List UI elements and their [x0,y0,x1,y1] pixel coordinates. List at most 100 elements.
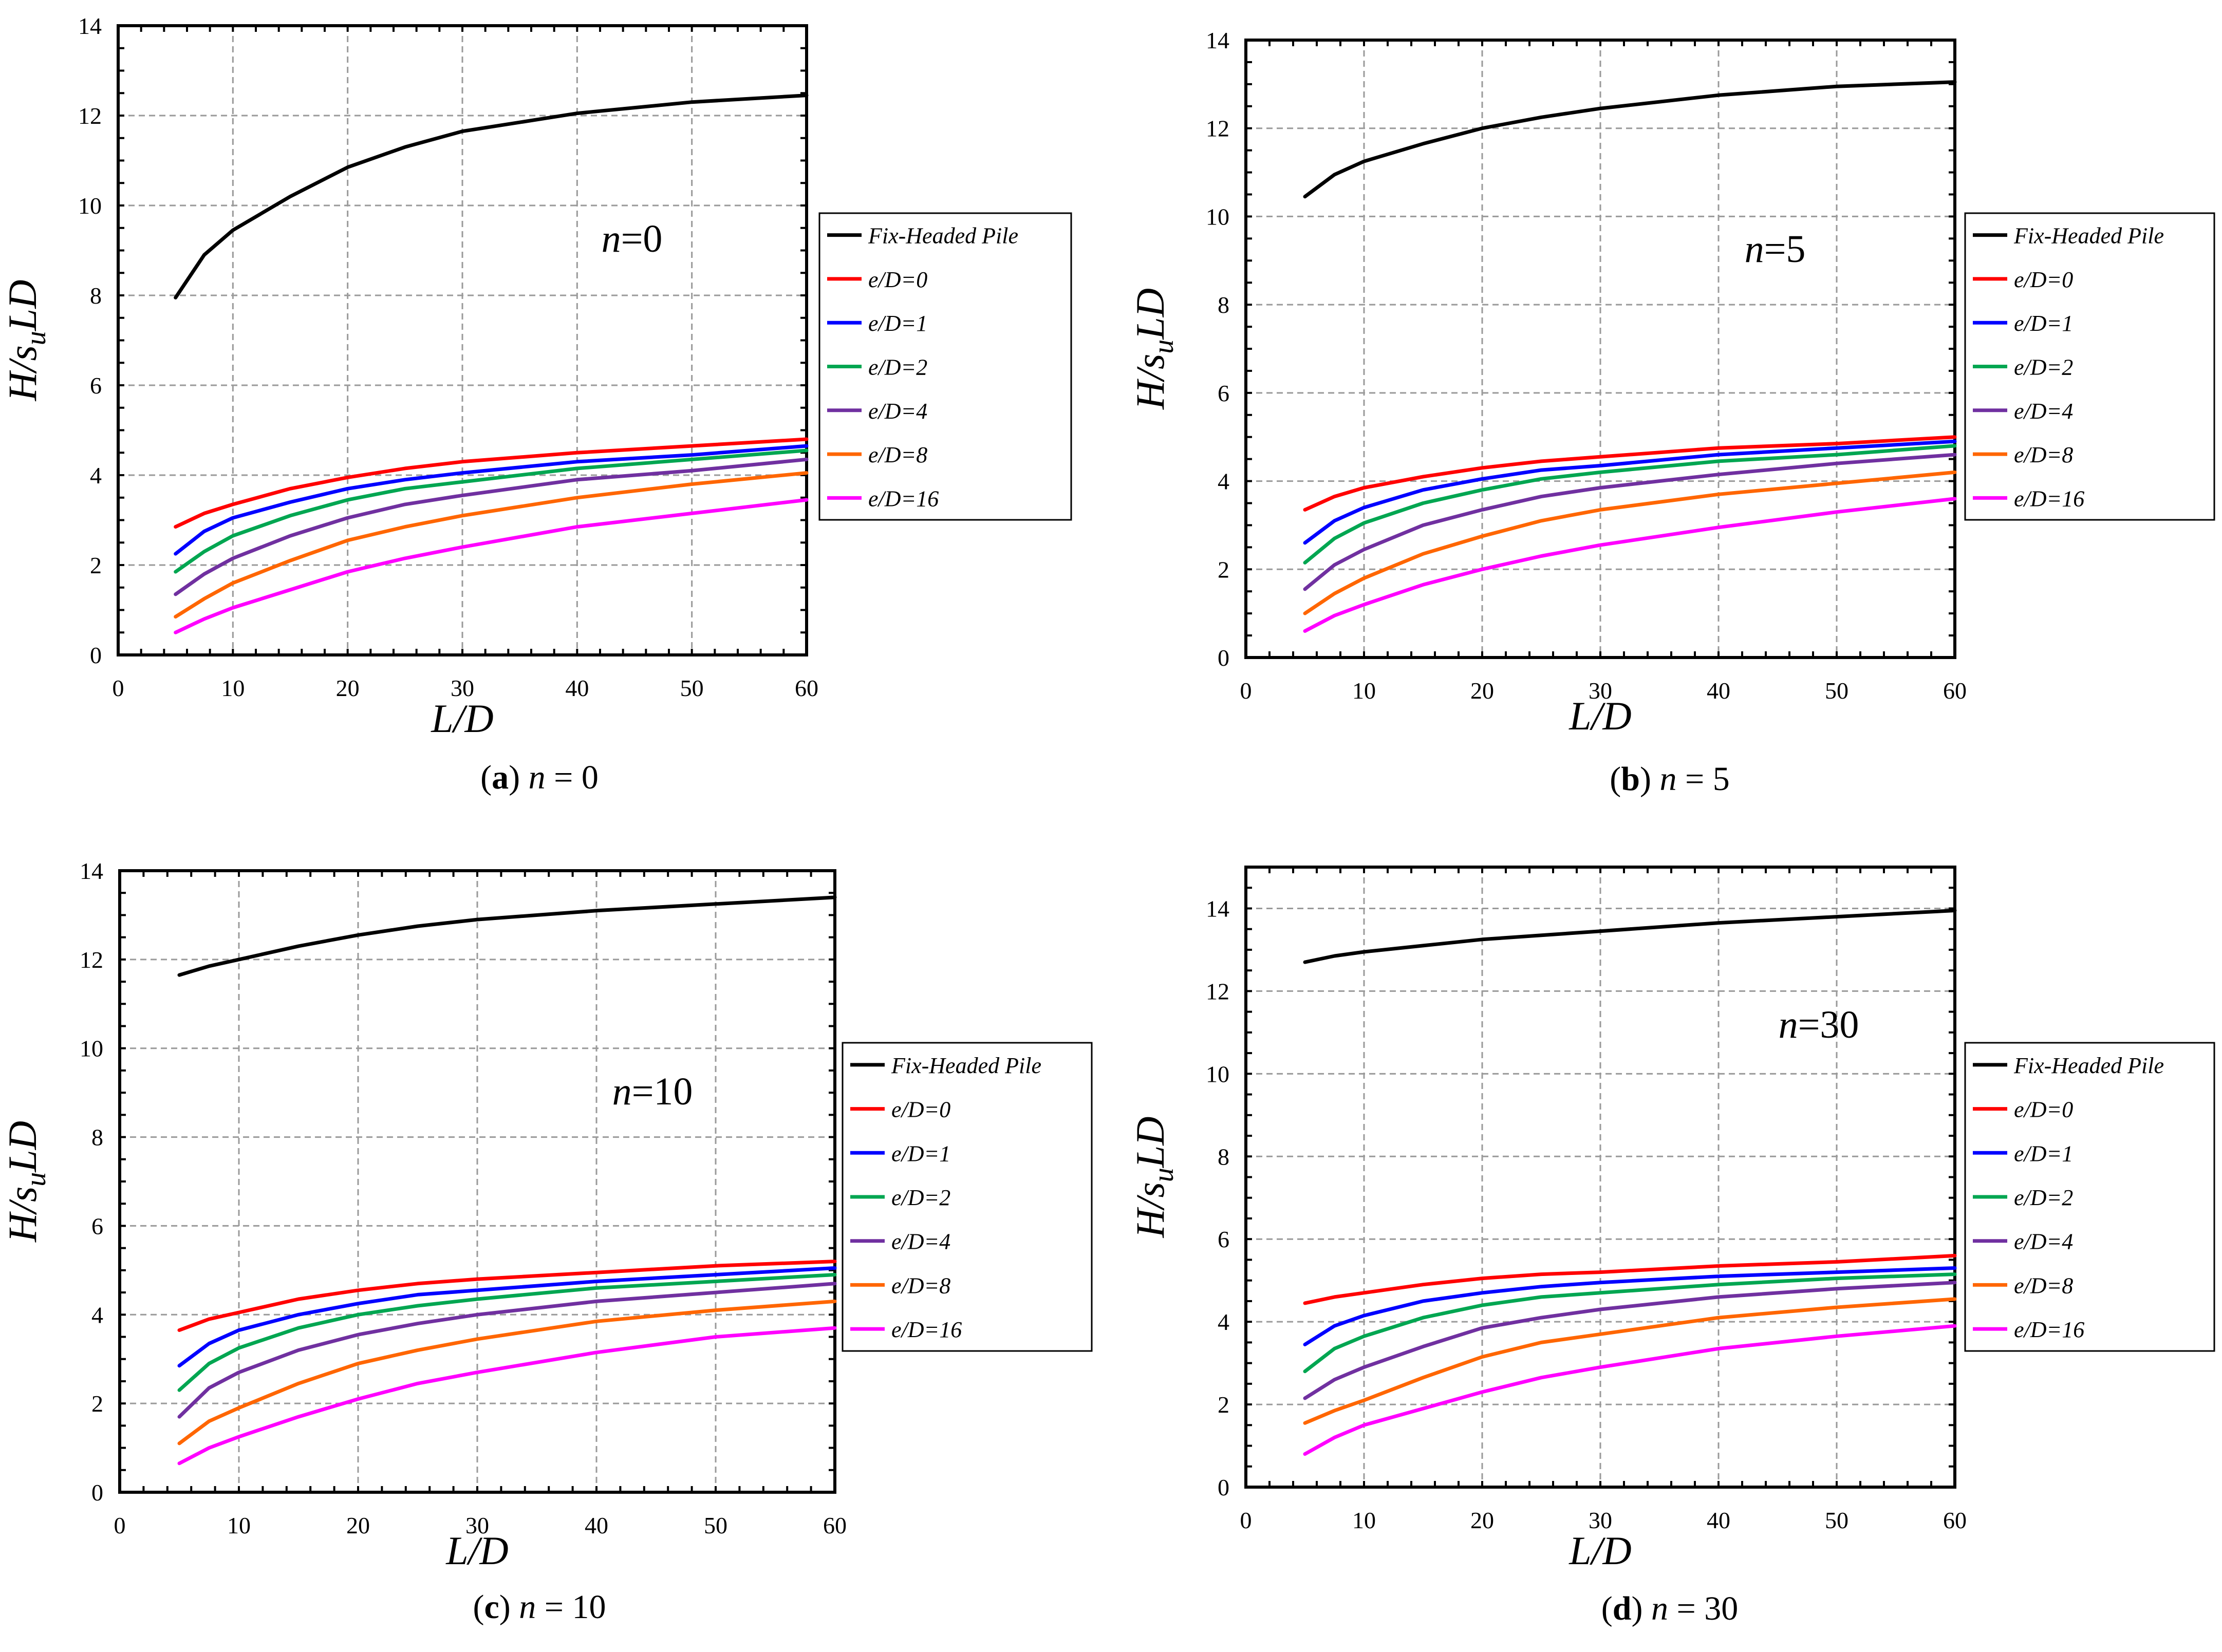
x-tick-label: 10 [1352,678,1376,704]
series-line [174,471,809,619]
y-axis-label: H/suLD [1128,1116,1180,1238]
legend-entry: e/D=1 [2014,311,2073,336]
y-tick-label: 8 [91,1124,103,1151]
y-tick-label: 10 [1206,1061,1229,1087]
x-tick-label: 20 [336,675,360,701]
y-tick-label: 6 [90,372,102,399]
y-tick-label: 4 [1218,468,1229,495]
legend-entry: e/D=16 [2014,1317,2084,1342]
legend-entry: e/D=0 [891,1097,950,1122]
legend-entry: e/D=4 [868,399,927,424]
x-tick-label: 60 [1943,1507,1967,1533]
n-annotation: n=10 [612,1070,693,1113]
series-line [1303,80,1957,199]
legend-entry: Fix-Headed Pile [2013,223,2164,249]
series-line [1303,1253,1957,1305]
x-tick-label: 40 [1707,678,1730,704]
y-tick-label: 0 [1218,645,1229,671]
y-tick-label: 6 [1218,380,1229,406]
y-tick-label: 6 [91,1213,103,1239]
series-line [174,437,809,529]
y-tick-label: 12 [80,947,103,973]
n-annotation: n=0 [602,217,663,260]
series-line [1303,470,1957,615]
y-tick-label: 10 [80,1036,103,1062]
x-tick-label: 60 [795,675,818,701]
n-annotation: n=30 [1779,1003,1859,1046]
legend-entry: Fix-Headed Pile [891,1053,1041,1078]
x-axis-label: L/D [431,696,493,741]
y-tick-label: 4 [91,1302,103,1328]
x-tick-label: 30 [451,675,474,701]
legend-entry: e/D=16 [868,486,939,511]
y-axis-label: H/suLD [0,1121,52,1243]
y-tick-label: 8 [90,283,102,309]
plot-frame [118,869,836,1494]
x-axis-label: L/D [445,1528,508,1573]
series-line [1303,439,1957,545]
series-line [174,93,809,299]
plot-frame [1244,866,1956,1489]
x-tick-label: 40 [585,1512,608,1538]
legend-entry: e/D=8 [868,442,927,467]
legend-entry: Fix-Headed Pile [868,223,1018,249]
y-tick-label: 2 [91,1391,103,1417]
y-tick-label: 10 [78,193,102,219]
series-line [1303,497,1957,633]
x-tick-label: 50 [680,675,704,701]
legend-entry: e/D=1 [868,311,927,336]
y-tick-label: 0 [90,642,102,668]
legend-entry: e/D=2 [868,355,927,380]
x-tick-label: 60 [1943,678,1967,704]
x-axis-label: L/D [1569,693,1631,738]
x-tick-label: 20 [1470,1507,1494,1533]
x-tick-label: 40 [565,675,589,701]
series-line [177,895,837,977]
y-tick-label: 14 [1206,27,1229,53]
x-tick-label: 0 [114,1512,126,1538]
panel-caption: (a) n = 0 [480,759,599,796]
y-tick-label: 14 [78,13,102,39]
legend: Fix-Headed Pile e/D=0 e/D=1 e/D=2 e/D=4 e/D=8… [1964,1042,2215,1352]
x-tick-label: 10 [227,1512,251,1538]
series-line [177,1266,837,1368]
series-line [1303,435,1957,512]
x-tick-label: 0 [1240,678,1252,704]
x-tick-label: 40 [1707,1507,1730,1533]
y-tick-label: 4 [90,462,102,489]
series-line [177,1299,837,1446]
x-axis-label: L/D [1569,1528,1631,1573]
y-tick-label: 2 [1218,1392,1229,1418]
n-annotation: n=5 [1745,228,1806,271]
y-tick-label: 8 [1218,292,1229,318]
panel-caption: (b) n = 5 [1610,760,1729,798]
chart-panel-c: 0 10 20 30 40 50 60 0 2 4 6 8 10 12 14 n=10 Fix-Headed P… [0,858,1093,1626]
series-line [177,1260,837,1332]
series-line [174,444,809,556]
panel-caption: (d) n = 30 [1601,1590,1738,1627]
series-line [1303,1272,1957,1374]
x-tick-label: 30 [465,1512,489,1538]
series-line [174,498,809,634]
legend-entry: e/D=4 [2014,1229,2073,1254]
series-line [1303,444,1957,565]
y-tick-label: 12 [1206,978,1229,1004]
legend-entry: e/D=16 [891,1317,962,1342]
x-tick-label: 30 [1589,678,1612,704]
legend-entry: e/D=4 [2014,399,2073,424]
y-axis-label: H/suLD [0,279,52,401]
legend-entry: e/D=2 [891,1185,950,1210]
legend: Fix-Headed Pile e/D=0 e/D=1 e/D=2 e/D=4 e/D=8… [818,212,1072,521]
x-tick-label: 20 [346,1512,370,1538]
y-tick-label: 2 [1218,556,1229,583]
x-tick-label: 50 [1825,678,1848,704]
series-line [174,457,809,596]
legend-entry: e/D=0 [868,267,927,292]
y-tick-label: 4 [1218,1309,1229,1335]
y-tick-label: 2 [90,552,102,578]
x-tick-label: 50 [1825,1507,1848,1533]
series-line [177,1282,837,1419]
y-tick-label: 14 [1206,895,1229,922]
legend-entry: e/D=8 [2014,1273,2073,1298]
legend: Fix-Headed Pile e/D=0 e/D=1 e/D=2 e/D=4 e/D=8… [1964,212,2215,521]
